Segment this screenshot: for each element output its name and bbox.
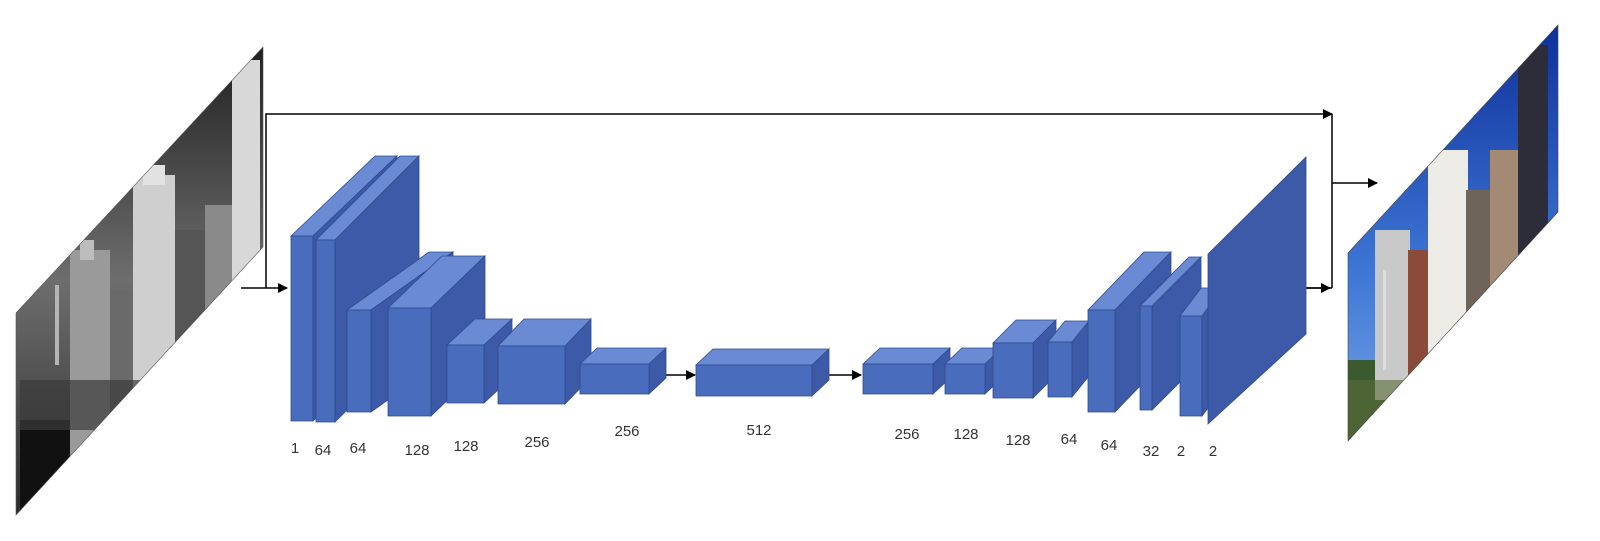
layer-label: 256 [614,423,639,440]
block-front-face [497,345,566,405]
block-top-face [694,348,831,366]
layer-block [1207,156,1307,425]
layer-label: 64 [350,440,367,457]
block-front-face [346,309,372,413]
skip-connection-arrow [265,109,1333,288]
layer-label: 128 [404,442,429,459]
grayscale-city-skyline-photo-icon [15,46,264,516]
block-front-face [315,239,336,423]
block-front-face [944,363,986,395]
layer-label: 128 [453,438,478,455]
block-front-face [862,363,934,395]
block-front-face [579,363,650,395]
layer-block [992,319,1057,399]
layer-labels: 1 64 64 128 128 256 256 512 256 128 128 … [291,422,1217,460]
block-front-face [1087,309,1116,413]
block-front-face [290,235,314,422]
block-front-face [1139,305,1153,411]
layer-label: 128 [953,426,978,443]
layer-label: 1 [291,440,299,457]
layer-blocks [290,155,1307,425]
layer-label: 32 [1143,443,1160,460]
layer-block [861,347,952,395]
block-front-face [1179,315,1203,417]
block-front-face [446,344,485,404]
layer-label: 256 [894,426,919,443]
layer-block [694,348,831,397]
layer-block [578,347,668,395]
layer-label: 64 [315,442,332,459]
color-city-skyline-photo-icon [1347,24,1559,442]
block-front-face [992,342,1034,399]
layer-label: 2 [1177,443,1185,460]
block-front-face [1047,341,1073,398]
layer-block [1047,319,1090,399]
layer-label: 64 [1061,431,1078,448]
layer-label: 128 [1005,432,1030,449]
layer-label: 256 [524,434,549,451]
block-front-face [695,364,813,397]
layer-label: 2 [1209,443,1217,460]
layer-label: 512 [746,422,771,439]
output-plane [1207,156,1307,425]
layer-block [497,318,592,405]
layer-label: 64 [1101,437,1118,454]
block-front-face [387,307,432,417]
